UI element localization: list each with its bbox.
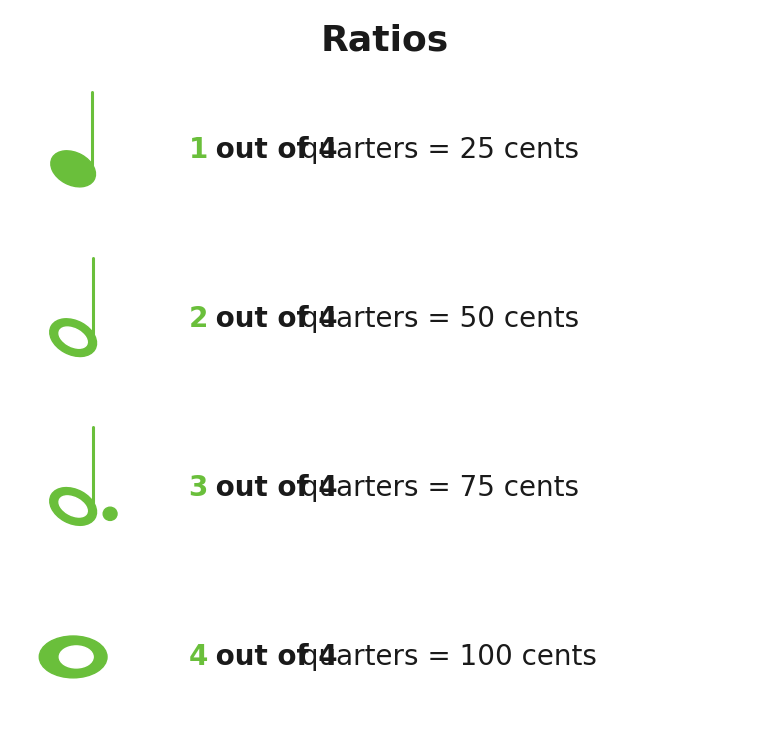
Text: Ratios: Ratios bbox=[321, 23, 449, 57]
Ellipse shape bbox=[50, 487, 96, 526]
Text: out of 4: out of 4 bbox=[206, 643, 337, 671]
Ellipse shape bbox=[59, 496, 87, 517]
Ellipse shape bbox=[39, 636, 107, 678]
Text: quarters = 75 cents: quarters = 75 cents bbox=[292, 474, 578, 502]
Text: out of 4: out of 4 bbox=[206, 305, 337, 333]
Text: 1: 1 bbox=[189, 137, 208, 164]
Text: out of 4: out of 4 bbox=[206, 137, 337, 164]
Ellipse shape bbox=[51, 150, 95, 187]
Text: out of 4: out of 4 bbox=[206, 474, 337, 502]
Ellipse shape bbox=[103, 507, 117, 520]
Text: quarters = 100 cents: quarters = 100 cents bbox=[292, 643, 597, 671]
Text: quarters = 50 cents: quarters = 50 cents bbox=[292, 305, 578, 333]
Text: 2: 2 bbox=[189, 305, 208, 333]
Ellipse shape bbox=[59, 327, 87, 348]
Text: 3: 3 bbox=[189, 474, 208, 502]
Ellipse shape bbox=[50, 319, 96, 357]
Text: quarters = 25 cents: quarters = 25 cents bbox=[292, 137, 578, 164]
Text: 4: 4 bbox=[189, 643, 208, 671]
Ellipse shape bbox=[59, 646, 93, 668]
